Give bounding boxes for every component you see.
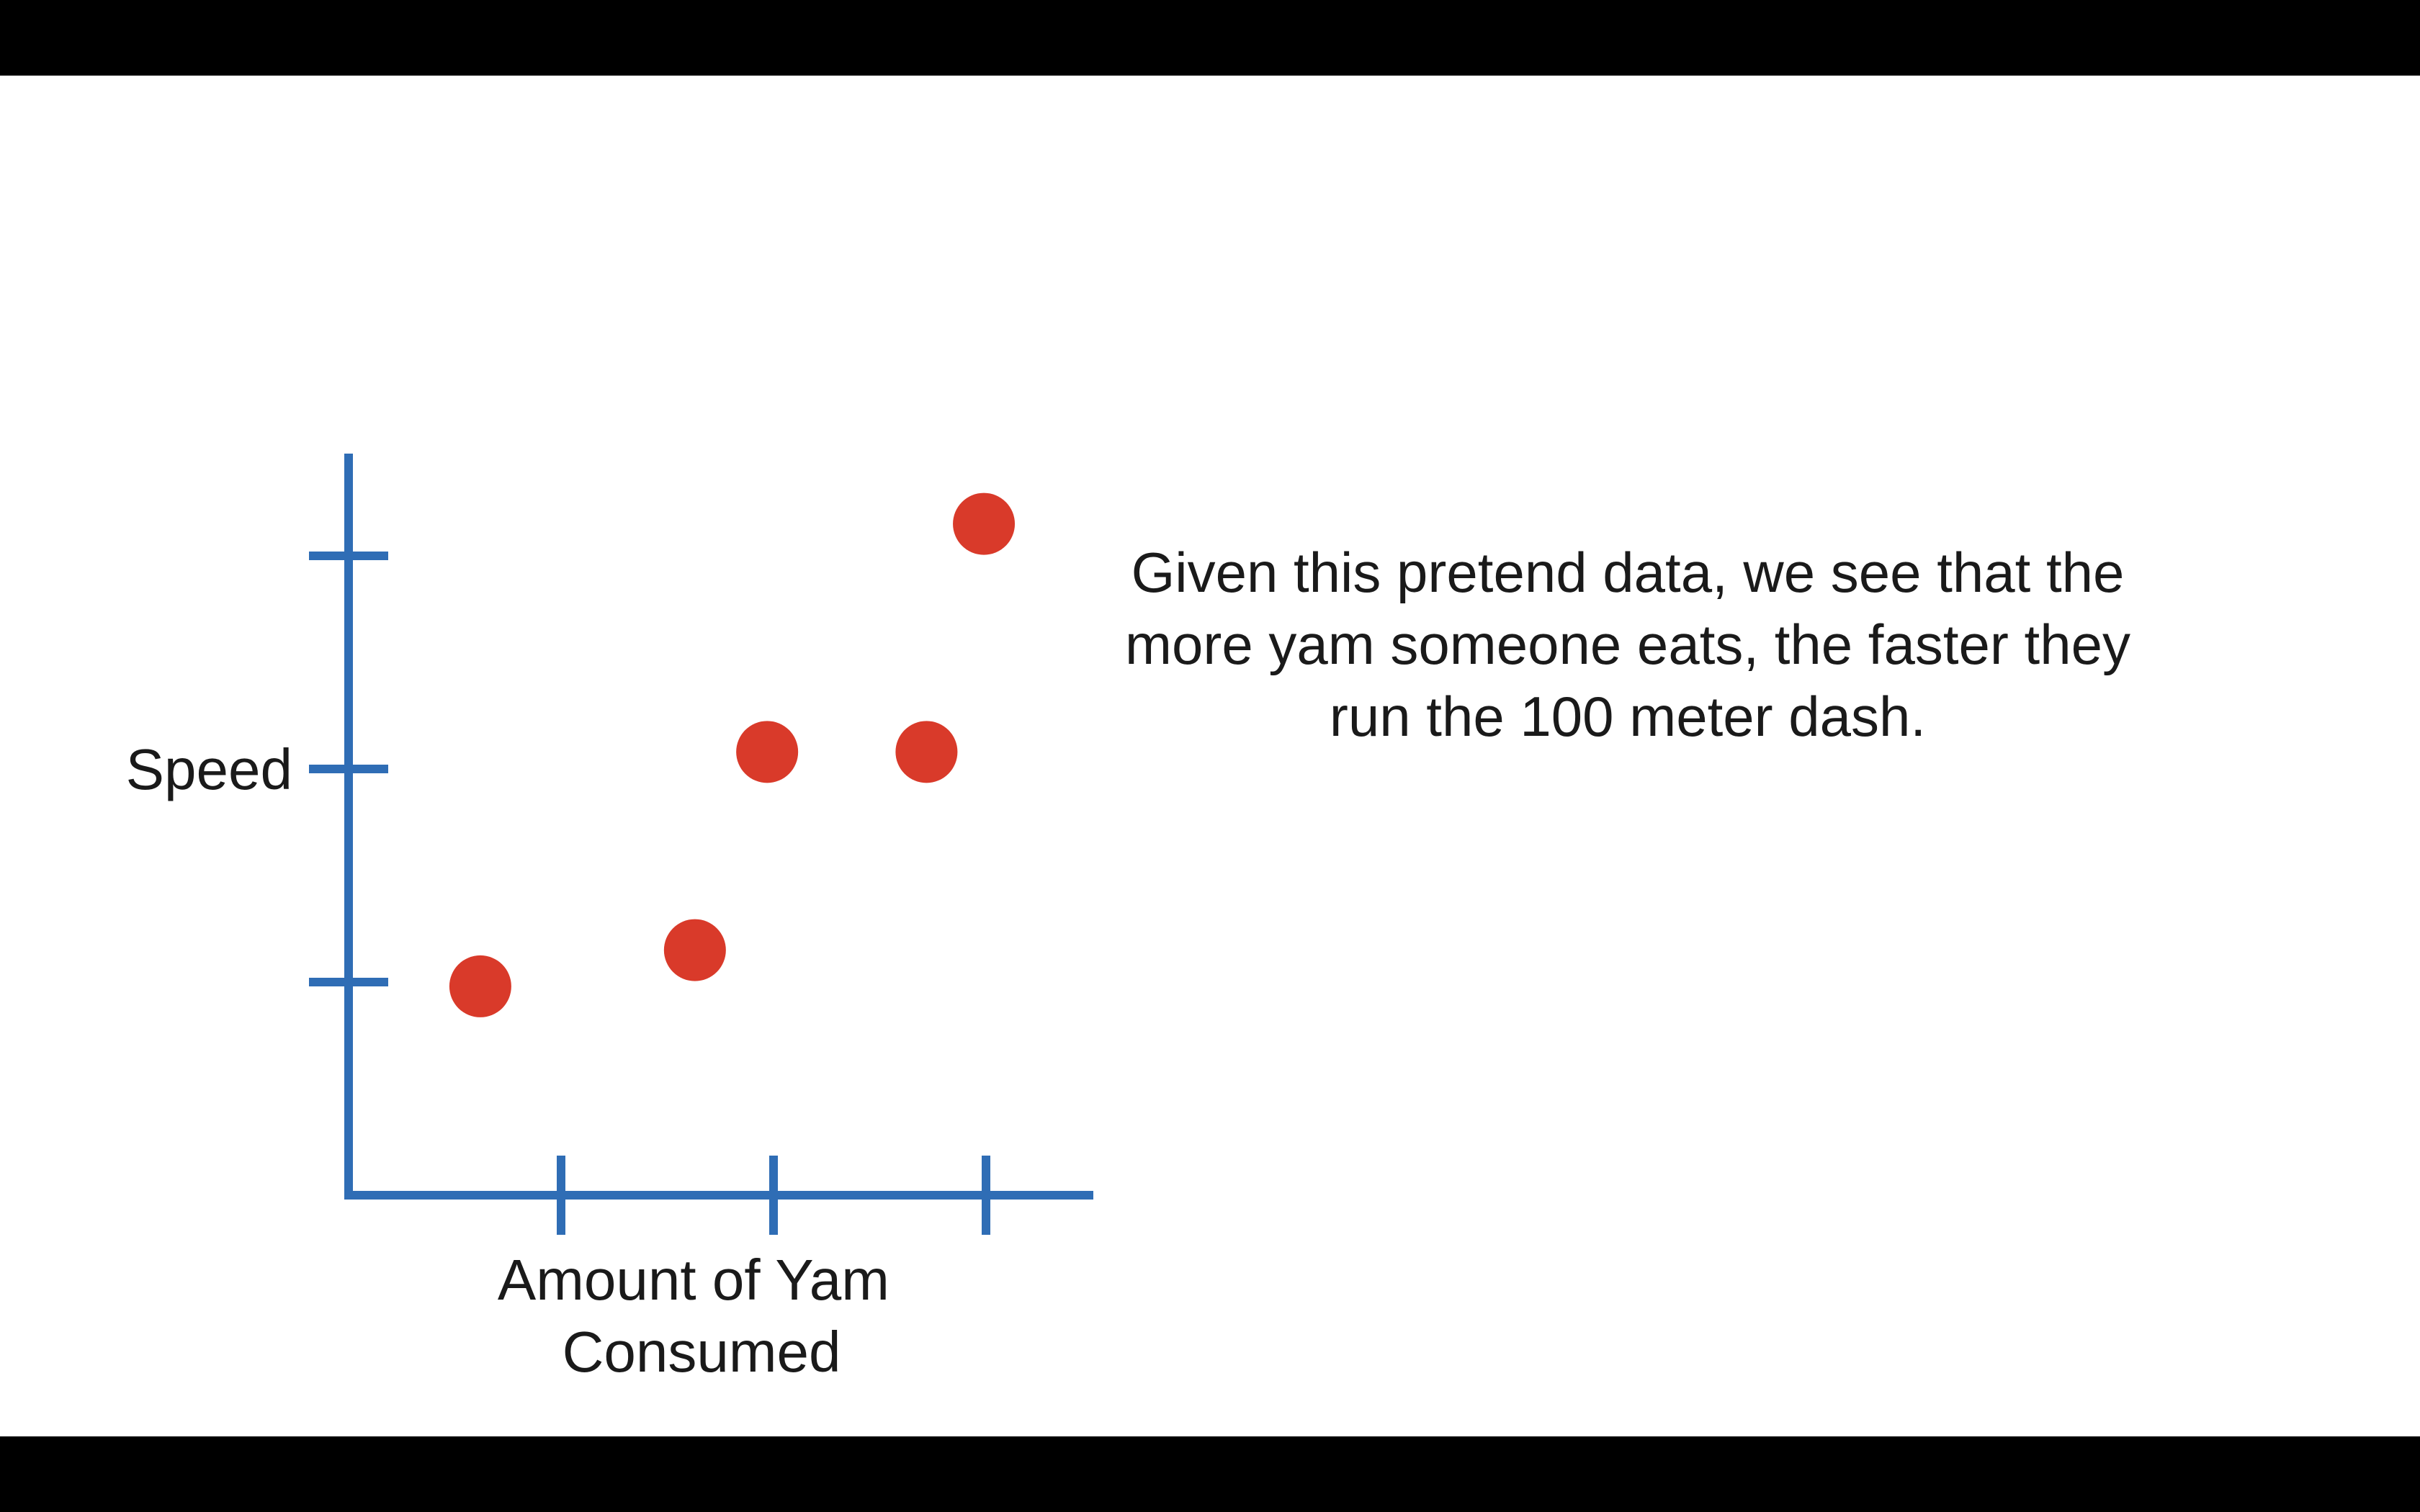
x-axis-label-line-2: Consumed	[563, 1320, 841, 1384]
x-axis-label: Amount of Yam Consumed	[498, 1248, 905, 1384]
data-point-4	[895, 721, 958, 783]
data-point-1	[449, 955, 511, 1017]
data-point-3	[736, 721, 799, 783]
slide-caption: Given this pretend data, we see that the…	[1124, 541, 2130, 748]
x-axis-label-line-1: Amount of Yam	[498, 1248, 889, 1312]
data-point-2	[663, 919, 726, 981]
x-axis-ticks	[557, 1156, 990, 1235]
slide-canvas	[0, 76, 2420, 1436]
letterbox-bottom	[0, 1436, 2420, 1512]
letterbox-top	[0, 0, 2420, 76]
y-axis-ticks	[309, 552, 388, 986]
data-point-5	[953, 492, 1016, 555]
data-points	[449, 492, 1016, 1017]
y-axis-label: Speed	[126, 737, 292, 801]
